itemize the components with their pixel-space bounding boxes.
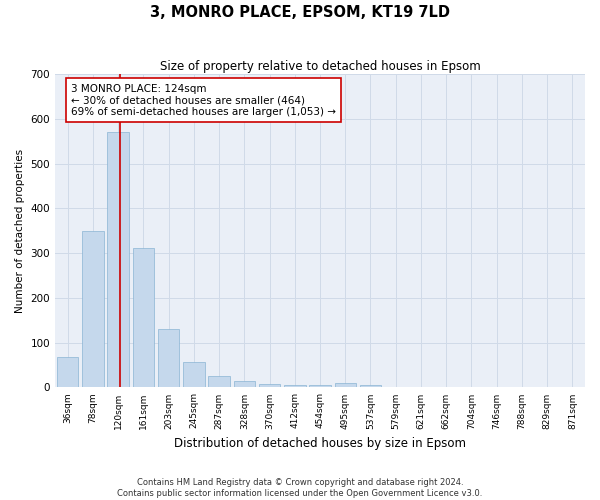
Bar — [284, 384, 305, 388]
Text: Contains HM Land Registry data © Crown copyright and database right 2024.
Contai: Contains HM Land Registry data © Crown c… — [118, 478, 482, 498]
X-axis label: Distribution of detached houses by size in Epsom: Distribution of detached houses by size … — [174, 437, 466, 450]
Bar — [183, 362, 205, 388]
Text: 3 MONRO PLACE: 124sqm
← 30% of detached houses are smaller (464)
69% of semi-det: 3 MONRO PLACE: 124sqm ← 30% of detached … — [71, 84, 336, 117]
Bar — [82, 231, 104, 388]
Bar — [133, 248, 154, 388]
Bar — [335, 383, 356, 388]
Title: Size of property relative to detached houses in Epsom: Size of property relative to detached ho… — [160, 60, 481, 73]
Bar — [309, 384, 331, 388]
Y-axis label: Number of detached properties: Number of detached properties — [15, 148, 25, 313]
Text: 3, MONRO PLACE, EPSOM, KT19 7LD: 3, MONRO PLACE, EPSOM, KT19 7LD — [150, 5, 450, 20]
Bar — [259, 384, 280, 388]
Bar — [208, 376, 230, 388]
Bar — [233, 381, 255, 388]
Bar — [107, 132, 129, 388]
Bar — [158, 330, 179, 388]
Bar — [57, 357, 79, 388]
Bar — [360, 385, 381, 388]
